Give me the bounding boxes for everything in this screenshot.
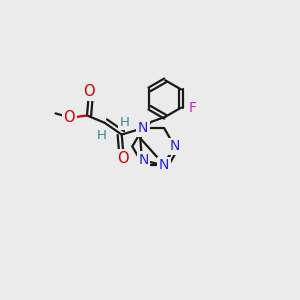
Text: F: F <box>188 101 196 115</box>
Text: H: H <box>97 129 106 142</box>
Text: N: N <box>169 140 180 154</box>
Text: O: O <box>117 151 129 166</box>
Text: N: N <box>138 121 148 135</box>
Text: O: O <box>82 84 94 99</box>
Text: H: H <box>120 116 130 129</box>
Text: N: N <box>138 153 149 167</box>
Text: N: N <box>159 158 169 172</box>
Text: O: O <box>64 110 75 125</box>
